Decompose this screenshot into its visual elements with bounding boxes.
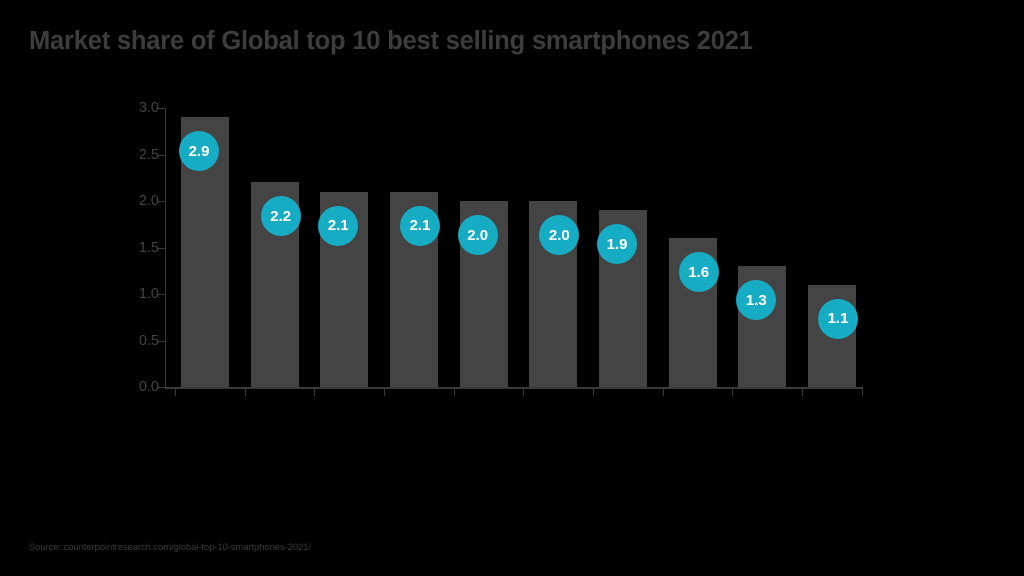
bar-chart-plot-area: 0.0 0.5 1.0 1.5 2.0 2.5 3.0 2.9 2.2 2.1 2.1 2.0 2.0… [139, 100, 863, 396]
y-axis-tick-label: 2.5 [138, 146, 159, 163]
bar-value-label: 2.2 [260, 196, 301, 237]
y-axis-tick [157, 154, 165, 156]
y-axis-tick [157, 294, 165, 295]
x-axis-tick [314, 387, 316, 396]
bar-value-label: 1.9 [597, 224, 637, 265]
x-axis-tick [732, 387, 734, 396]
y-axis-line [165, 108, 166, 387]
y-axis-tick-label: 3.0 [138, 100, 159, 116]
y-axis-tick [157, 108, 165, 109]
y-axis-tick-label: 2.0 [138, 193, 159, 209]
bar-value-label: 2.1 [400, 205, 440, 246]
bar-value-label: 1.1 [818, 298, 858, 339]
bar-value-label: 1.6 [678, 252, 719, 293]
y-axis-tick [157, 247, 165, 249]
y-axis-tick-label: 0.5 [138, 332, 159, 349]
bar-value-label: 2.0 [457, 215, 498, 255]
page-title: Market share of Global top 10 best selli… [29, 27, 753, 55]
y-axis-tick [157, 201, 165, 202]
x-axis-tick [453, 387, 455, 396]
bar-value-label: 2.1 [318, 205, 359, 246]
x-axis-tick [244, 387, 246, 396]
source-note: Source: counterpointresearch.com/global-… [29, 542, 311, 553]
y-axis-tick-label: 1.5 [138, 239, 159, 256]
x-axis-tick [662, 387, 664, 396]
bar-value-label: 2.9 [179, 131, 219, 172]
x-axis-tick [862, 387, 863, 396]
bar-value-label: 2.0 [539, 215, 580, 255]
x-axis-tick [523, 387, 525, 396]
y-axis-tick [157, 387, 165, 388]
x-axis-tick [384, 387, 385, 396]
bar-value-label: 1.3 [736, 280, 777, 321]
y-axis-tick-label: 1.0 [138, 286, 159, 302]
y-axis-tick-label: 0.0 [138, 379, 159, 395]
x-axis-tick [175, 387, 176, 396]
y-axis-tick [157, 340, 165, 342]
x-axis-tick [802, 387, 803, 396]
x-axis-line [165, 387, 862, 389]
x-axis-tick [593, 387, 594, 396]
